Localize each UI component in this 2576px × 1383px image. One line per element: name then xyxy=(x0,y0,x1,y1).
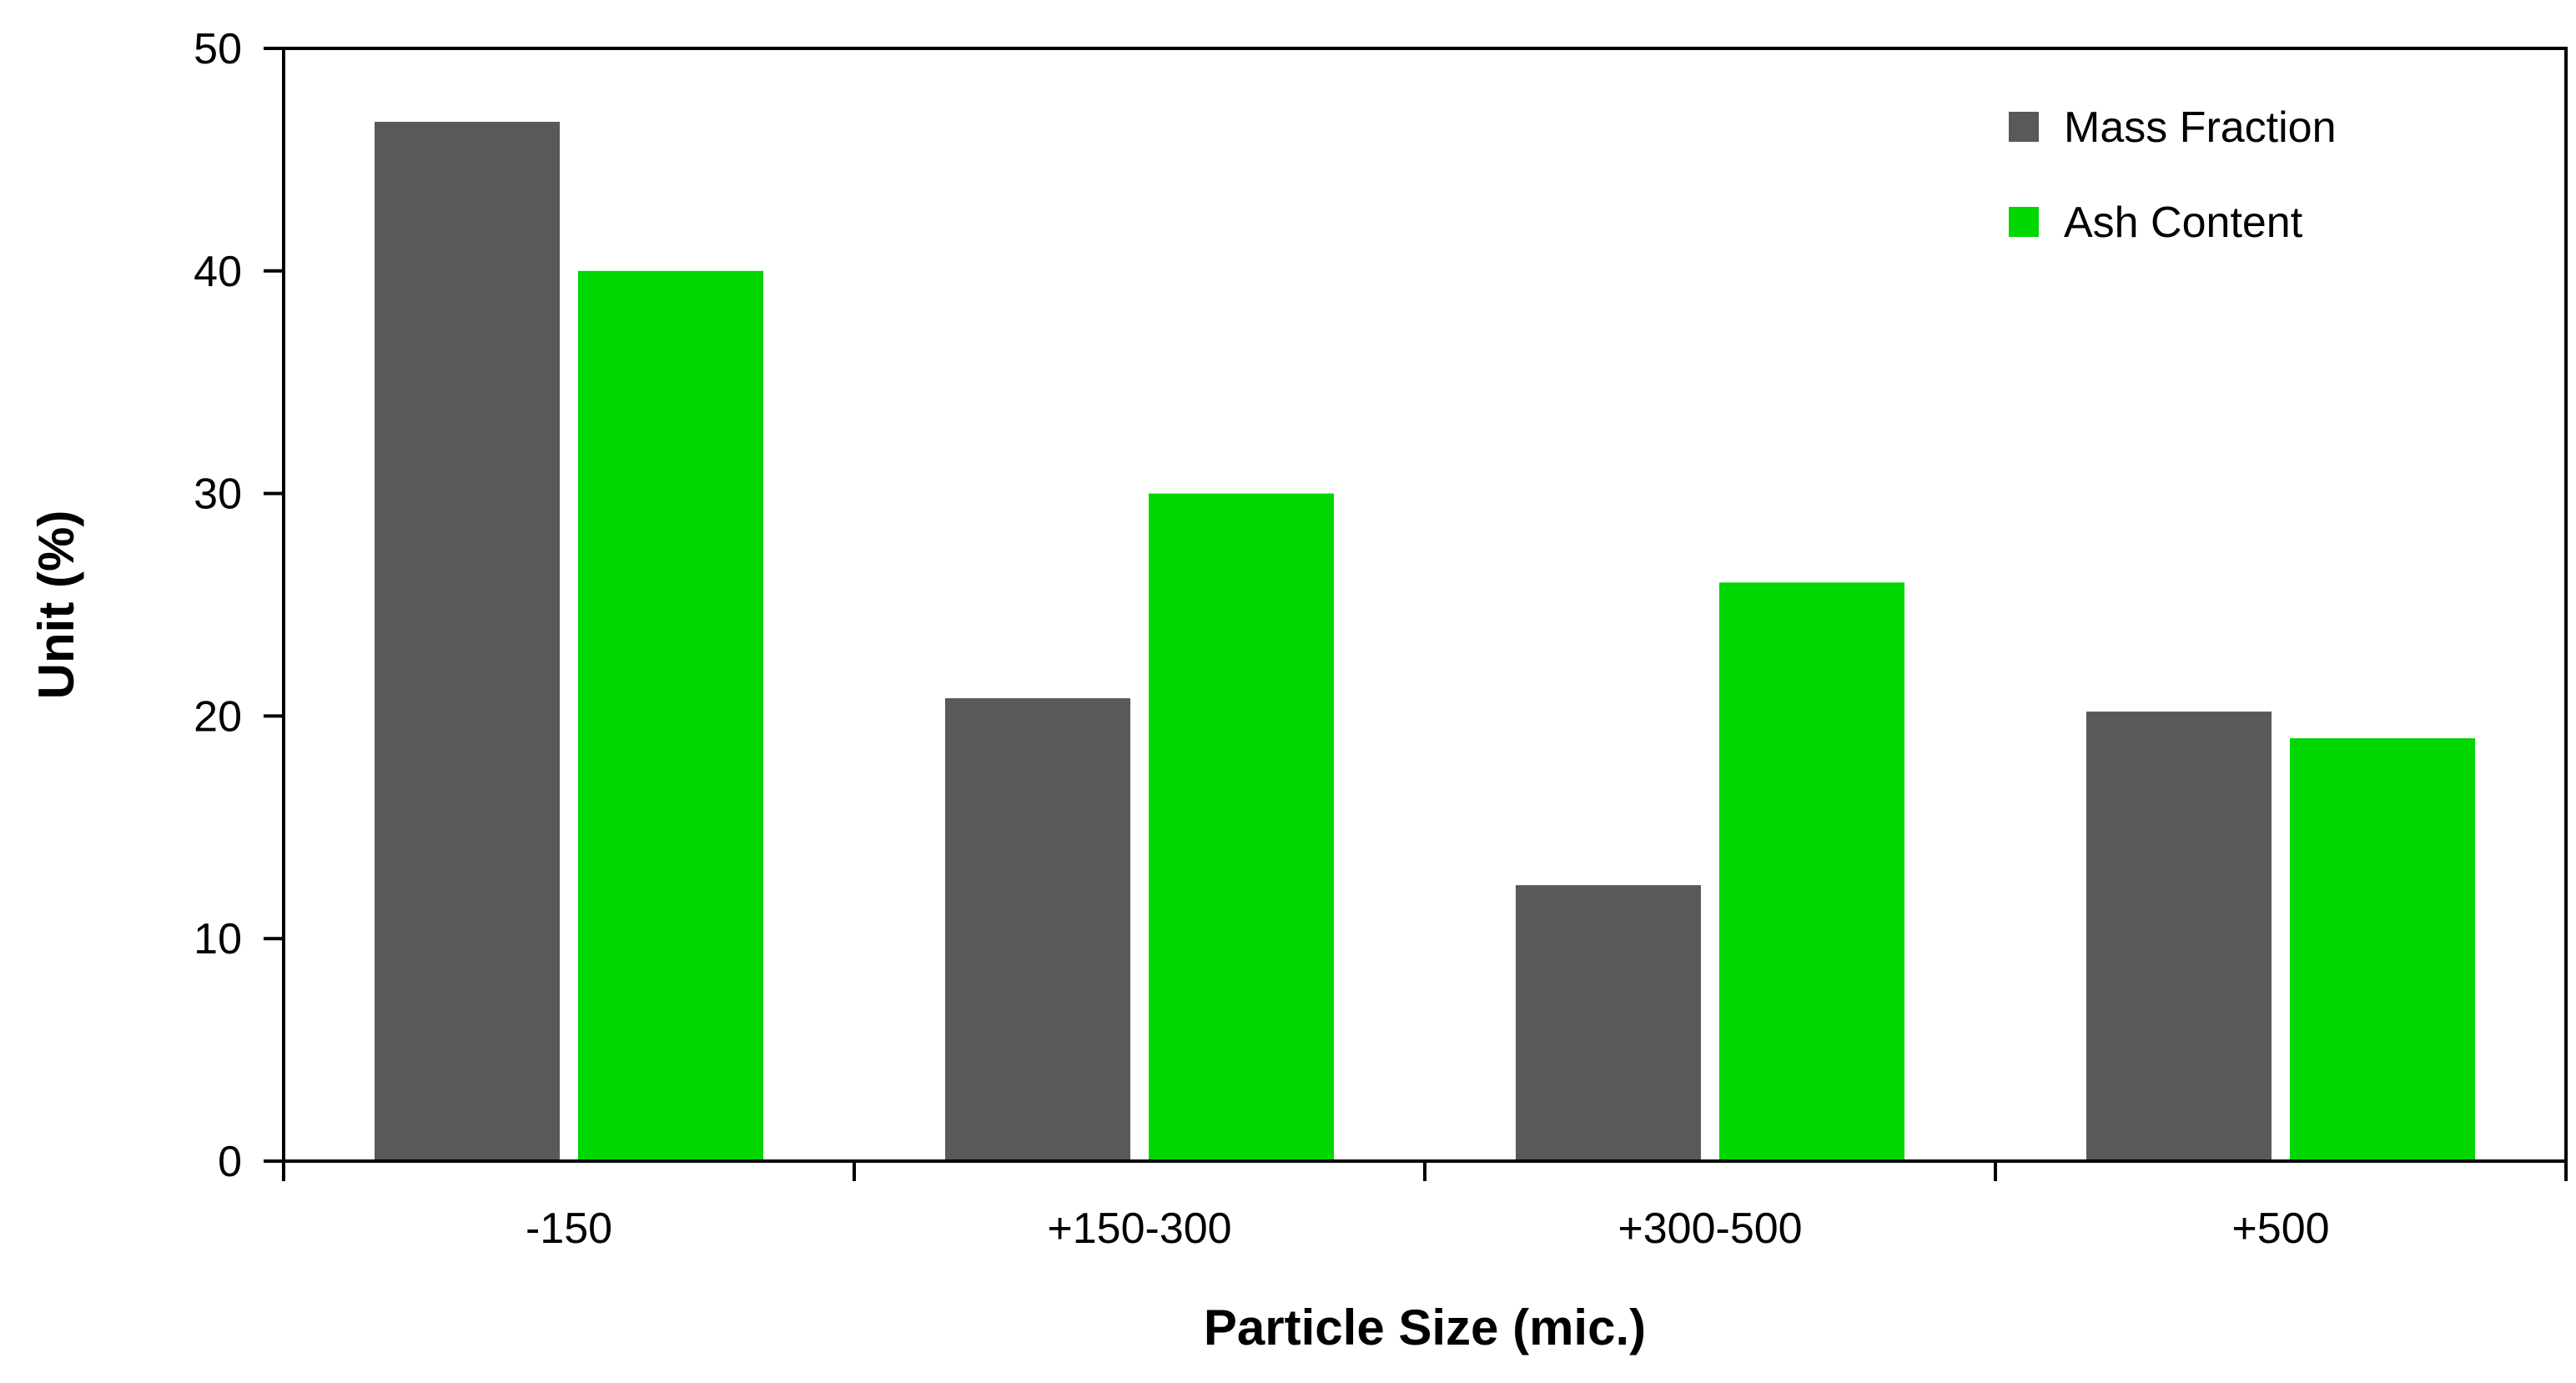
y-tick-label: 40 xyxy=(194,248,242,296)
bar-mass-fraction-0 xyxy=(375,122,560,1162)
x-tick-label: +150-300 xyxy=(1047,1204,1231,1253)
bars-layer xyxy=(375,122,2475,1162)
y-tick-label: 50 xyxy=(194,25,242,73)
y-tick-label: 30 xyxy=(194,470,242,519)
y-tick-label: 20 xyxy=(194,692,242,741)
y-tick-label: 10 xyxy=(194,915,242,963)
x-tick-label: +500 xyxy=(2231,1204,2329,1253)
x-tick-label: -150 xyxy=(526,1204,612,1253)
legend-swatch xyxy=(2009,207,2039,237)
x-axis-title: Particle Size (mic.) xyxy=(1204,1300,1646,1355)
bar-mass-fraction-1 xyxy=(945,698,1130,1161)
bar-ash-content-1 xyxy=(1149,493,1334,1161)
bar-mass-fraction-3 xyxy=(2086,712,2272,1161)
bar-mass-fraction-2 xyxy=(1516,885,1701,1161)
legend-swatch xyxy=(2009,112,2039,142)
bar-ash-content-0 xyxy=(578,270,763,1161)
axes-layer xyxy=(264,47,2568,1181)
labels-layer: 0 10 20 30 40 50 -150 +150-300 +300-500 +500 Parti… xyxy=(28,25,2330,1355)
bar-ash-content-2 xyxy=(1719,582,1904,1161)
y-axis-title: Unit (%) xyxy=(28,510,84,700)
y-tick-label: 0 xyxy=(218,1138,242,1186)
legend-label: Ash Content xyxy=(2064,199,2303,247)
x-tick-label: +300-500 xyxy=(1618,1204,1802,1253)
legend: Mass Fraction Ash Content xyxy=(2009,103,2337,247)
bar-ash-content-3 xyxy=(2290,738,2475,1161)
legend-label: Mass Fraction xyxy=(2064,103,2337,152)
